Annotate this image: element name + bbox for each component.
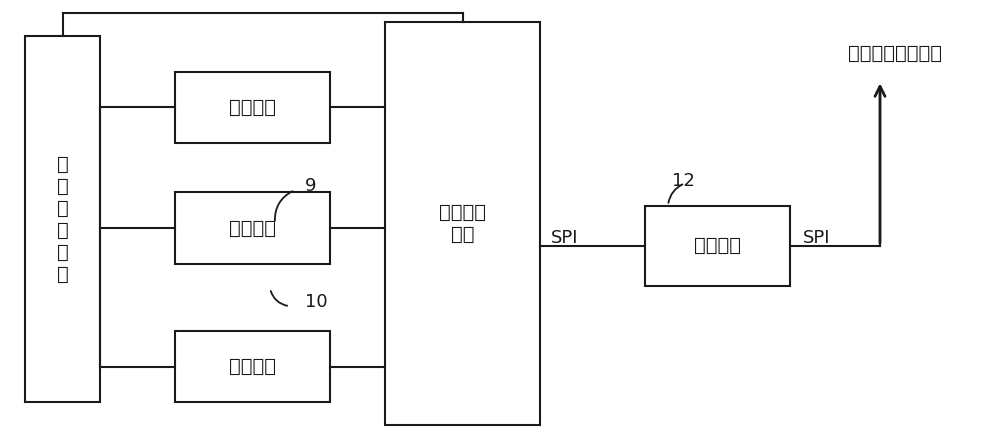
Text: 电
能
输
出
线
路: 电 能 输 出 线 路 [57,155,68,283]
Text: 工作电源: 工作电源 [229,357,276,376]
Text: 电压采样: 电压采样 [229,98,276,117]
Text: 12: 12 [672,172,695,190]
Bar [175,331,330,402]
Text: 光电耦合: 光电耦合 [694,236,741,255]
Text: 电能计量
芯片: 电能计量 芯片 [439,203,486,244]
Text: 至单片机控制模块: 至单片机控制模块 [848,44,942,63]
Text: 电流采样: 电流采样 [229,219,276,237]
Text: 10: 10 [305,293,328,311]
Bar [25,36,100,402]
Text: SPI: SPI [551,229,579,247]
Bar [385,22,540,425]
Text: SPI: SPI [803,229,831,247]
Bar [645,206,790,286]
Bar [175,72,330,143]
Bar [175,192,330,264]
Text: 9: 9 [305,177,316,194]
